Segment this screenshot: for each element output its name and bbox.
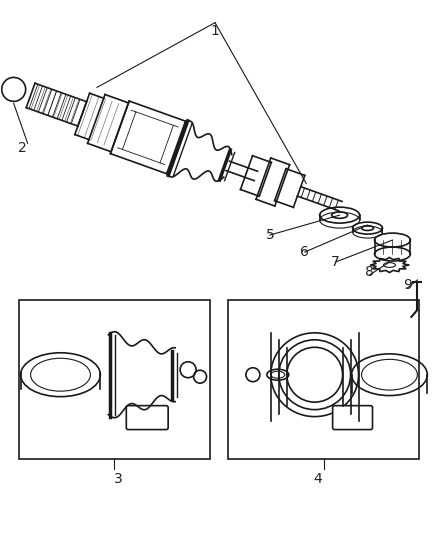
Text: 4: 4 <box>313 472 322 487</box>
FancyBboxPatch shape <box>332 406 372 430</box>
Text: 2: 2 <box>18 141 27 155</box>
Text: 1: 1 <box>211 23 219 38</box>
FancyBboxPatch shape <box>126 406 168 430</box>
Text: 7: 7 <box>331 255 340 269</box>
Bar <box>19 300 210 459</box>
Text: 6: 6 <box>300 245 309 259</box>
Text: 5: 5 <box>265 228 274 242</box>
Text: 8: 8 <box>365 265 374 279</box>
Bar <box>228 300 419 459</box>
Text: 9: 9 <box>403 278 412 292</box>
Text: 3: 3 <box>114 472 123 487</box>
